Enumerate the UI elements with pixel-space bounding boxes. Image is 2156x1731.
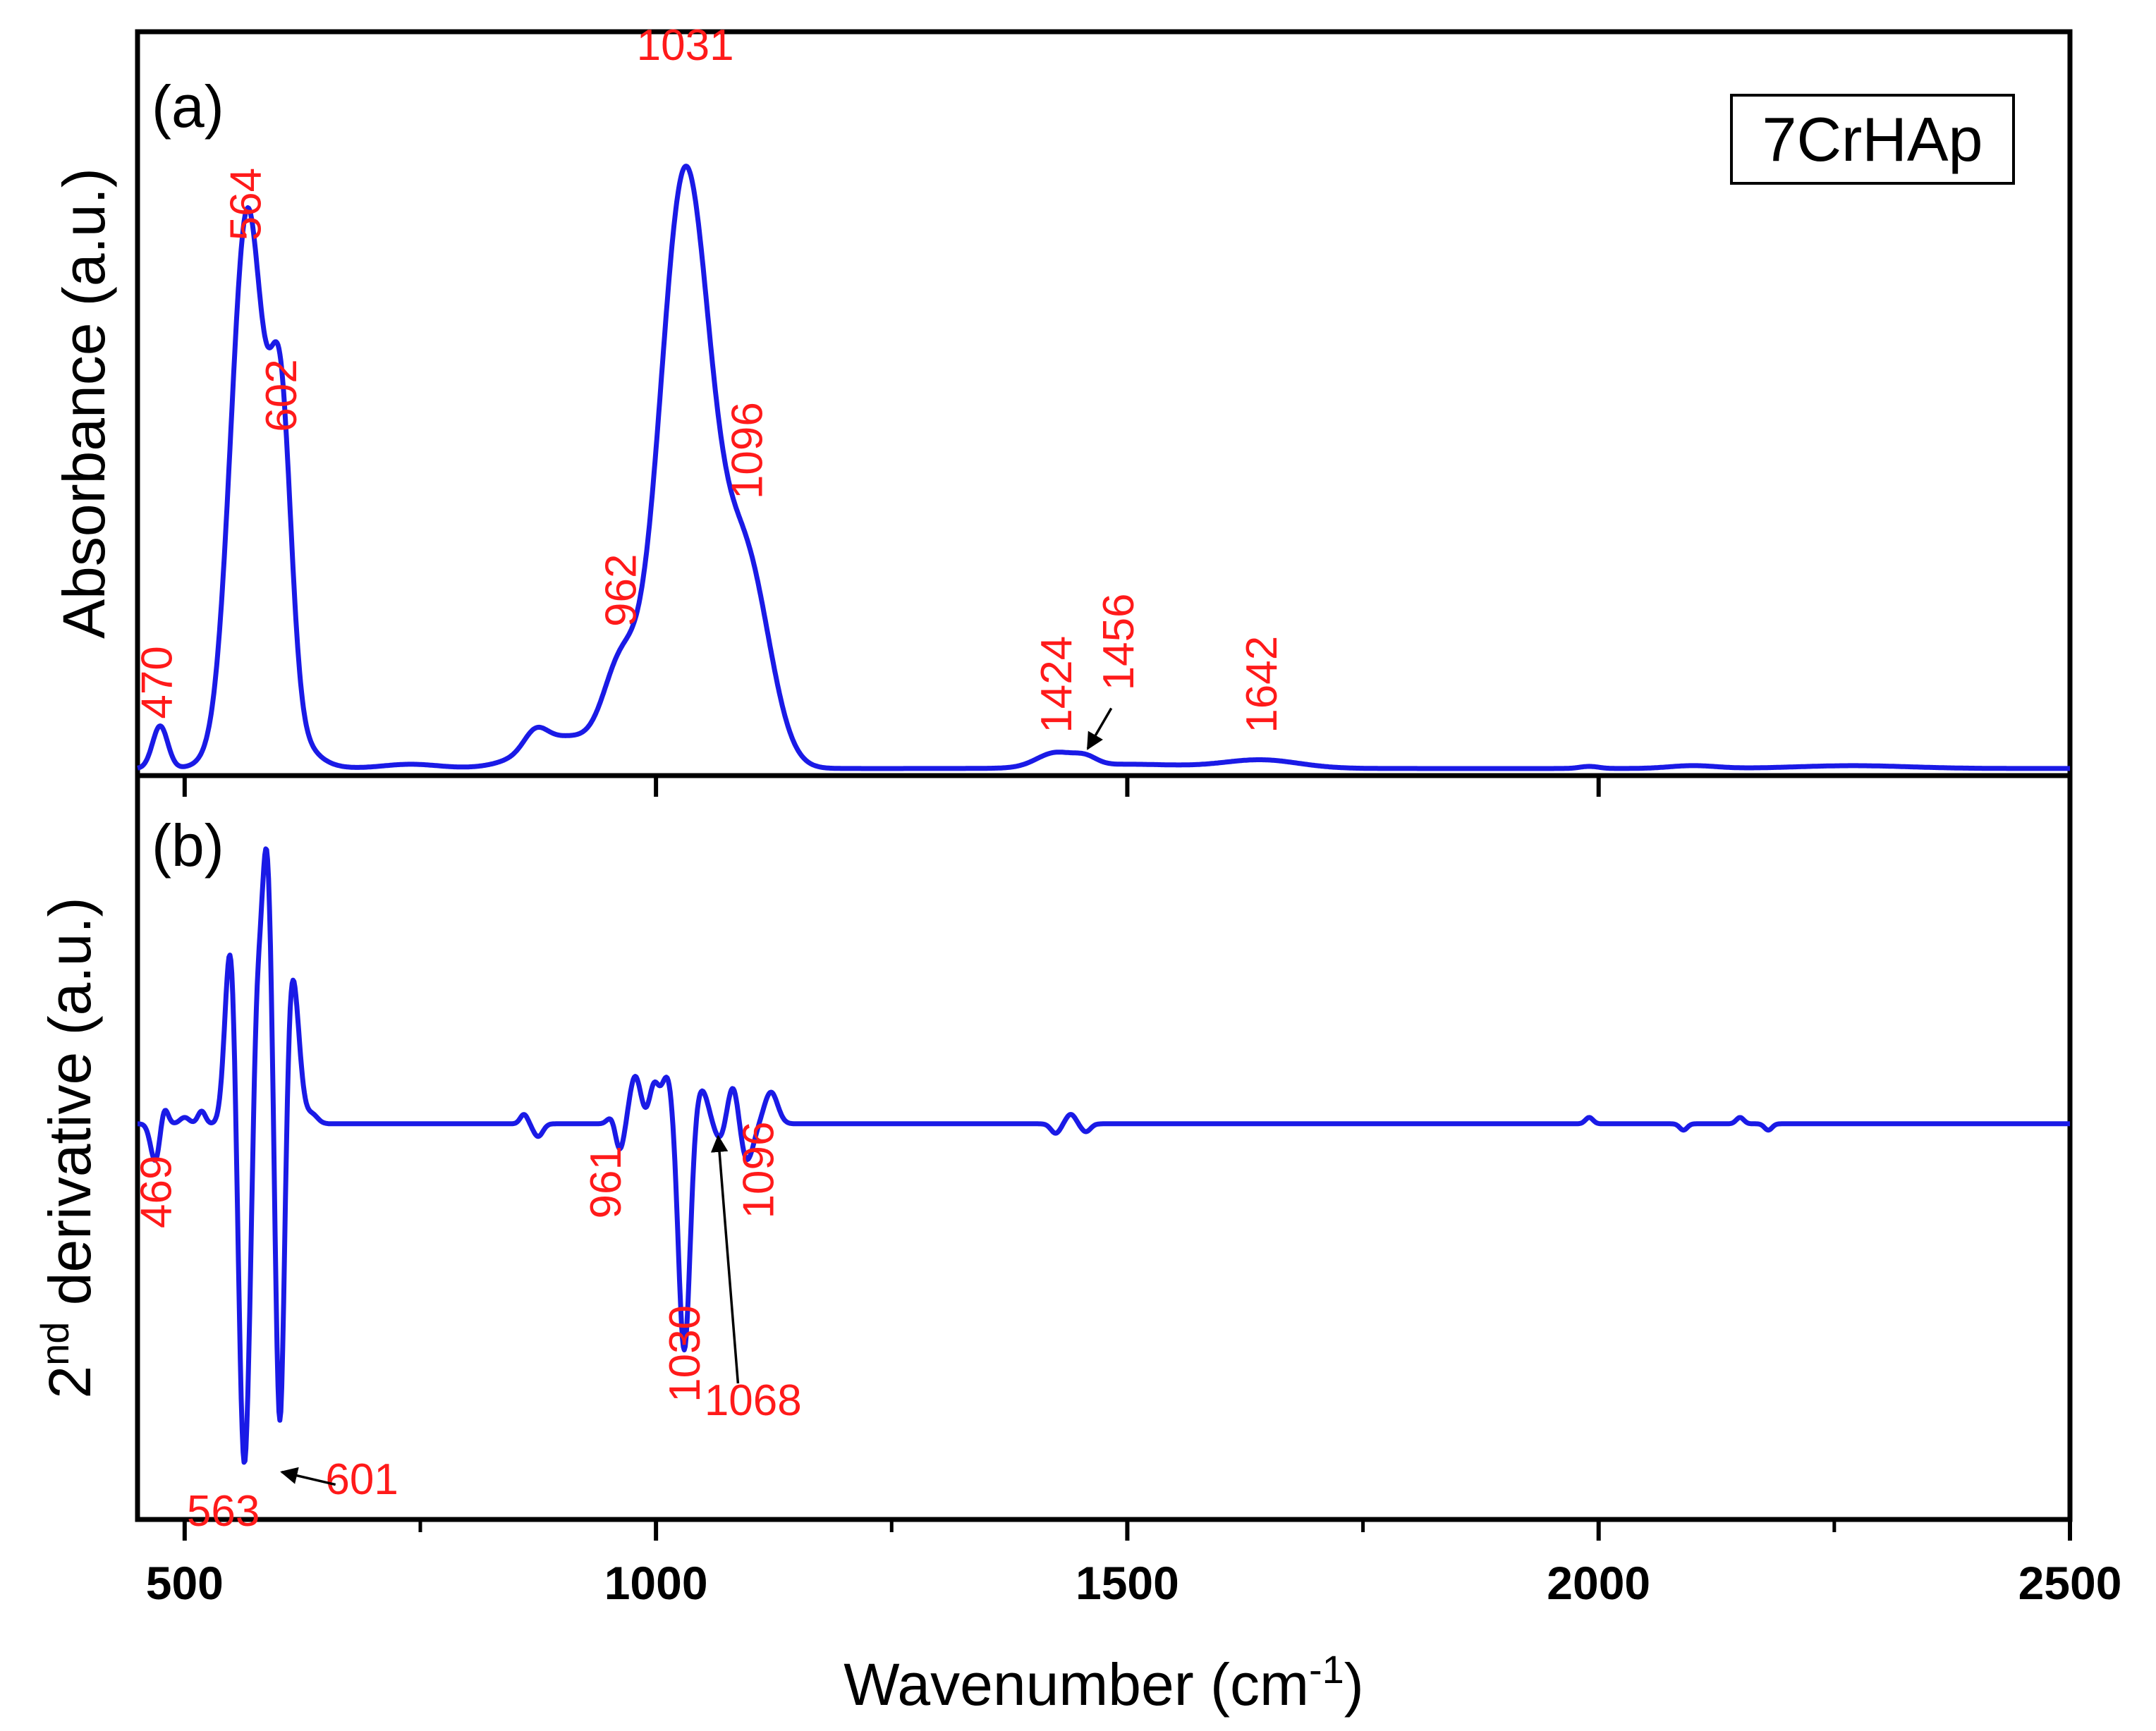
peak-label-1096: 1096: [735, 1122, 784, 1219]
peak-label-563: 563: [187, 1487, 260, 1536]
x-tick-label-2500: 2500: [2018, 1557, 2122, 1609]
peak-label-1642: 1642: [1238, 636, 1286, 733]
peak-label-470: 470: [133, 646, 182, 718]
peak-label-961: 961: [582, 1146, 631, 1218]
panel-a: 470 564 602 962 1031 1096 1424 1456 1642 (a) 7Cr…: [51, 21, 2073, 778]
x-tick-label-1500: 1500: [1076, 1557, 1179, 1609]
peak-label-1030: 1030: [661, 1305, 709, 1402]
peak-label-564: 564: [221, 168, 270, 240]
x-tick-label-2000: 2000: [1547, 1557, 1650, 1609]
panel-a-peak-labels: 470 564 602 962 1031 1096 1424 1456 1642: [133, 21, 1286, 733]
second-derivative-line: [135, 846, 2072, 1465]
x-tick-label-1000: 1000: [604, 1557, 708, 1609]
peak-label-469: 469: [132, 1156, 181, 1228]
annotation-arrow-1: [280, 1467, 336, 1486]
x-tick-label-500: 500: [146, 1557, 224, 1609]
peak-label-1424: 1424: [1033, 636, 1081, 733]
annotation-arrow-1: [1086, 707, 1113, 750]
x-axis: 500 1000 1500 2000 2500: [146, 776, 2122, 1609]
peak-label-601: 601: [325, 1455, 398, 1504]
x-axis-title: Wavenumber (cm-1): [843, 1647, 1363, 1718]
peak-label-1456: 1456: [1095, 593, 1143, 690]
panel-b-y-axis-title: 2nd derivative (a.u.): [32, 897, 104, 1398]
peak-label-1068: 1068: [705, 1376, 802, 1425]
panel-a-y-axis-title: Absorbance (a.u.): [51, 168, 117, 639]
peak-label-962: 962: [597, 554, 645, 627]
absorbance-spectrum-line: [135, 164, 2072, 771]
peak-label-1096: 1096: [723, 402, 772, 499]
panel-a-arrows: [1086, 707, 1113, 750]
panel-b-tag: (b): [152, 812, 224, 879]
annotation-arrow-2: [710, 1134, 740, 1384]
peak-label-602: 602: [257, 359, 306, 432]
sample-label-box: [1730, 94, 2015, 185]
panel-b-frame: [135, 773, 2073, 1522]
panel-a-tag: (a): [152, 73, 224, 140]
sample-label: 7CrHAp: [1762, 104, 1983, 174]
peak-label-1031: 1031: [637, 21, 734, 70]
panel-b-arrows: [280, 1134, 740, 1486]
